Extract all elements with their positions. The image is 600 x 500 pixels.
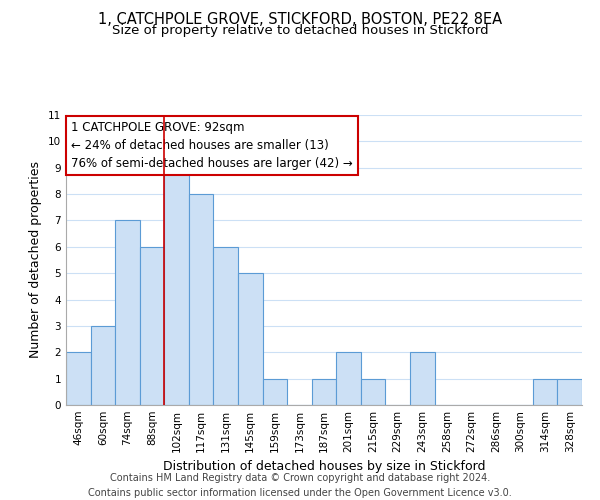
Bar xyxy=(263,378,287,405)
Bar xyxy=(115,220,140,405)
Bar xyxy=(214,247,238,405)
Bar xyxy=(336,352,361,405)
Text: Contains HM Land Registry data © Crown copyright and database right 2024.
Contai: Contains HM Land Registry data © Crown c… xyxy=(88,472,512,498)
Bar xyxy=(312,378,336,405)
Bar xyxy=(164,168,189,405)
Text: Size of property relative to detached houses in Stickford: Size of property relative to detached ho… xyxy=(112,24,488,37)
Bar xyxy=(66,352,91,405)
Text: 1 CATCHPOLE GROVE: 92sqm
← 24% of detached houses are smaller (13)
76% of semi-d: 1 CATCHPOLE GROVE: 92sqm ← 24% of detach… xyxy=(71,121,353,170)
Bar xyxy=(361,378,385,405)
Text: 1, CATCHPOLE GROVE, STICKFORD, BOSTON, PE22 8EA: 1, CATCHPOLE GROVE, STICKFORD, BOSTON, P… xyxy=(98,12,502,28)
Bar xyxy=(189,194,214,405)
Bar xyxy=(238,273,263,405)
Bar xyxy=(410,352,434,405)
Y-axis label: Number of detached properties: Number of detached properties xyxy=(29,162,43,358)
Bar xyxy=(557,378,582,405)
Bar xyxy=(91,326,115,405)
Bar xyxy=(533,378,557,405)
Bar xyxy=(140,247,164,405)
X-axis label: Distribution of detached houses by size in Stickford: Distribution of detached houses by size … xyxy=(163,460,485,473)
